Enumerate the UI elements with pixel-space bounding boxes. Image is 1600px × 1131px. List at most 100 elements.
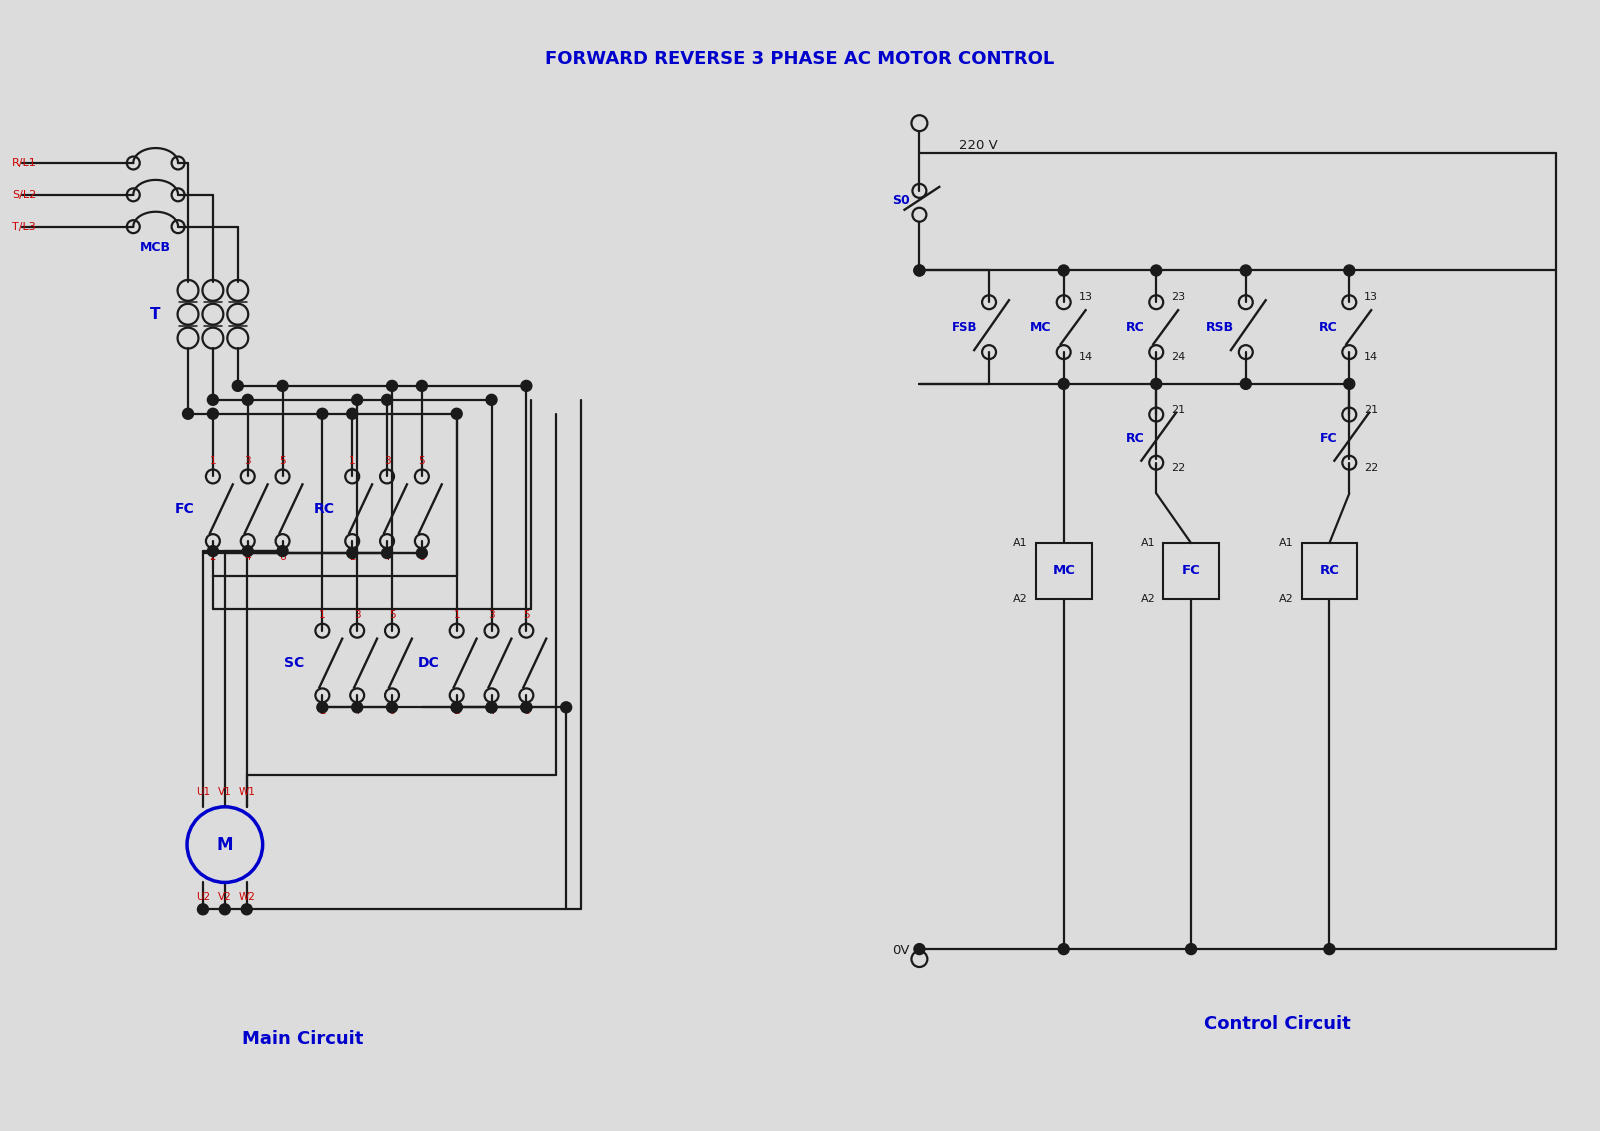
- Circle shape: [277, 380, 288, 391]
- Text: 21: 21: [1365, 405, 1378, 415]
- Text: 13: 13: [1078, 292, 1093, 302]
- Text: 5: 5: [389, 610, 395, 620]
- Text: RC: RC: [314, 502, 334, 516]
- Circle shape: [1186, 943, 1197, 955]
- Circle shape: [381, 547, 392, 559]
- Text: V2: V2: [218, 892, 232, 903]
- Text: U1: U1: [195, 787, 210, 797]
- Text: FC: FC: [1320, 432, 1338, 446]
- Circle shape: [219, 904, 230, 915]
- Text: 1: 1: [349, 456, 355, 466]
- Circle shape: [232, 380, 243, 391]
- Text: 2: 2: [349, 552, 355, 562]
- Text: 2: 2: [210, 552, 216, 562]
- Text: A1: A1: [1278, 538, 1293, 549]
- Circle shape: [416, 547, 427, 559]
- Text: RC: RC: [1125, 432, 1144, 446]
- Circle shape: [352, 395, 363, 405]
- Text: A1: A1: [1141, 538, 1155, 549]
- Text: 5: 5: [419, 456, 426, 466]
- Circle shape: [1240, 265, 1251, 276]
- Circle shape: [208, 408, 218, 420]
- Circle shape: [1344, 379, 1355, 389]
- Text: MC: MC: [1053, 564, 1075, 578]
- Circle shape: [1344, 265, 1355, 276]
- Circle shape: [197, 904, 208, 915]
- Text: 1: 1: [453, 610, 461, 620]
- Text: 3: 3: [245, 456, 251, 466]
- Circle shape: [1323, 943, 1334, 955]
- Circle shape: [486, 395, 498, 405]
- Circle shape: [1150, 265, 1162, 276]
- Text: Control Circuit: Control Circuit: [1205, 1015, 1350, 1033]
- Circle shape: [182, 408, 194, 420]
- Text: RC: RC: [1125, 321, 1144, 334]
- Text: 21: 21: [1171, 405, 1186, 415]
- Text: 4: 4: [384, 552, 390, 562]
- Circle shape: [242, 904, 253, 915]
- Text: R/L1: R/L1: [11, 158, 37, 169]
- Text: FORWARD REVERSE 3 PHASE AC MOTOR CONTROL: FORWARD REVERSE 3 PHASE AC MOTOR CONTROL: [546, 50, 1054, 68]
- Circle shape: [914, 265, 925, 276]
- Circle shape: [451, 702, 462, 713]
- Circle shape: [208, 545, 218, 556]
- Circle shape: [277, 545, 288, 556]
- Bar: [1163, 543, 1219, 598]
- Circle shape: [242, 395, 253, 405]
- Circle shape: [242, 545, 253, 556]
- Text: 23: 23: [1171, 292, 1186, 302]
- Circle shape: [522, 702, 531, 713]
- Circle shape: [914, 943, 925, 955]
- Text: 22: 22: [1171, 463, 1186, 473]
- Text: 2: 2: [453, 706, 461, 716]
- Circle shape: [352, 702, 363, 713]
- Circle shape: [387, 380, 397, 391]
- Circle shape: [347, 408, 358, 420]
- Text: 5: 5: [523, 610, 530, 620]
- Circle shape: [1240, 379, 1251, 389]
- Text: SC: SC: [285, 656, 304, 670]
- Circle shape: [560, 702, 571, 713]
- Bar: [1301, 543, 1357, 598]
- Text: M: M: [216, 836, 234, 854]
- Circle shape: [1150, 379, 1162, 389]
- Text: A2: A2: [1141, 594, 1155, 604]
- Text: W2: W2: [238, 892, 254, 903]
- Text: 6: 6: [389, 706, 395, 716]
- Text: 6: 6: [419, 552, 426, 562]
- Text: U2: U2: [195, 892, 210, 903]
- Text: 4: 4: [354, 706, 360, 716]
- Text: 3: 3: [488, 610, 494, 620]
- Circle shape: [522, 380, 531, 391]
- Text: 0V: 0V: [891, 943, 909, 957]
- Text: V1: V1: [218, 787, 232, 797]
- Circle shape: [486, 702, 498, 713]
- Circle shape: [347, 547, 358, 559]
- Text: RSB: RSB: [1206, 321, 1234, 334]
- Text: RC: RC: [1318, 321, 1338, 334]
- Circle shape: [317, 408, 328, 420]
- Circle shape: [1058, 379, 1069, 389]
- Circle shape: [522, 702, 531, 713]
- Circle shape: [381, 395, 392, 405]
- Circle shape: [208, 395, 218, 405]
- Text: S0: S0: [891, 195, 909, 207]
- Circle shape: [1058, 265, 1069, 276]
- Text: 6: 6: [523, 706, 530, 716]
- Text: 2: 2: [318, 706, 326, 716]
- Circle shape: [486, 702, 498, 713]
- Circle shape: [451, 702, 462, 713]
- Circle shape: [451, 408, 462, 420]
- Text: MCB: MCB: [139, 241, 171, 254]
- Text: FC: FC: [174, 502, 195, 516]
- Circle shape: [416, 380, 427, 391]
- Text: A1: A1: [1013, 538, 1027, 549]
- Text: 5: 5: [280, 456, 286, 466]
- Circle shape: [914, 265, 925, 276]
- Text: T: T: [150, 307, 160, 321]
- Text: DC: DC: [418, 656, 440, 670]
- Circle shape: [317, 702, 328, 713]
- Text: S/L2: S/L2: [11, 190, 37, 200]
- Text: 14: 14: [1078, 352, 1093, 362]
- Text: A2: A2: [1278, 594, 1293, 604]
